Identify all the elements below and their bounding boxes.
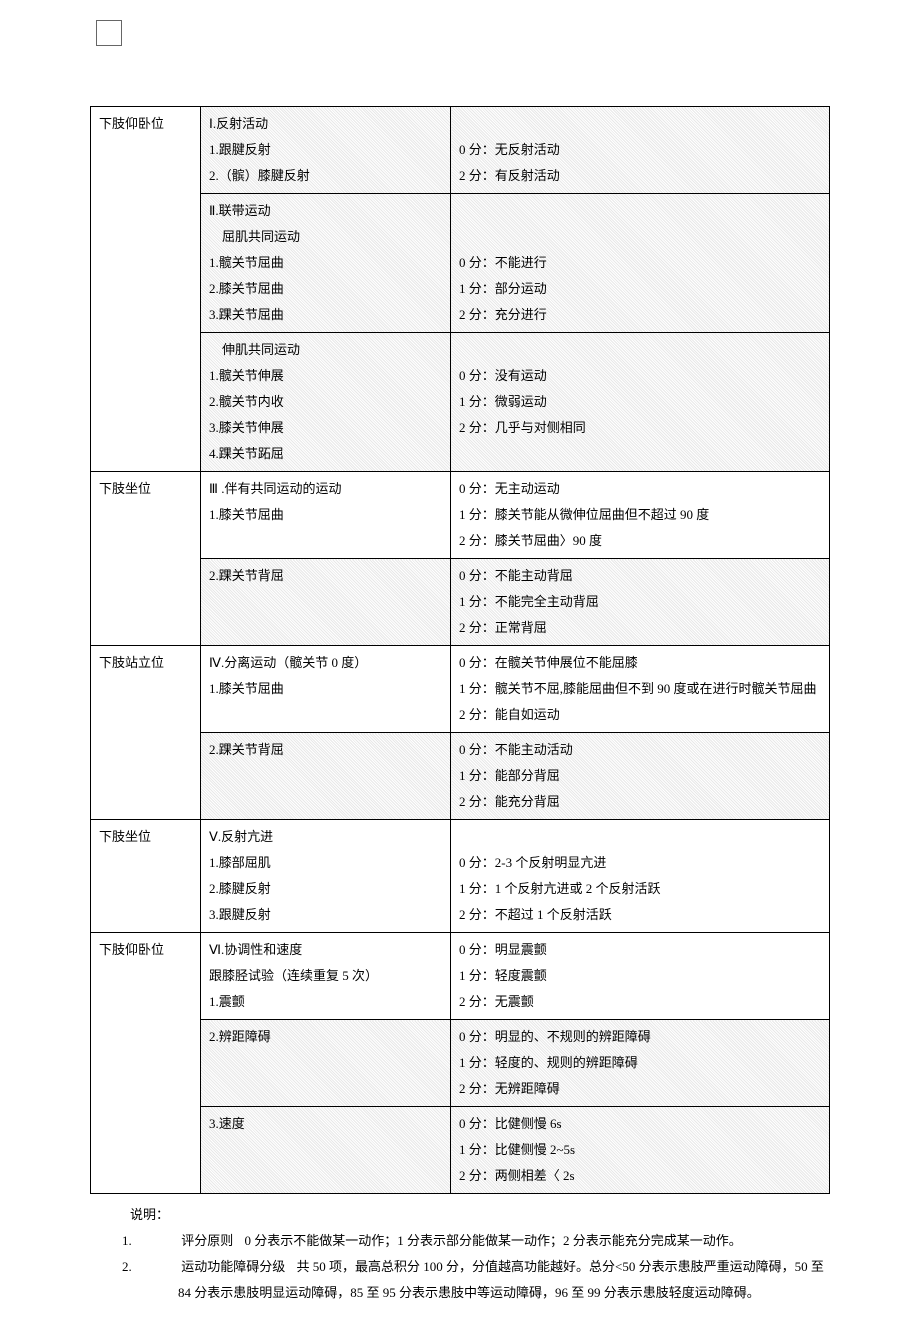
score-cell: 0 分：明显震颤1 分：轻度震颤2 分：无震颤 — [451, 933, 830, 1020]
position-cell: 下肢仰卧位 — [91, 107, 201, 472]
item-cell: Ⅵ.协调性和速度跟膝胫试验（连续重复 5 次）1.震颤 — [201, 933, 451, 1020]
note-item: 2. 运动功能障碍分级 共 50 项，最高总积分 100 分，分值越高功能越好。… — [150, 1254, 830, 1306]
notes-section: 说明： 1. 评分原则 0 分表示不能做某一动作；1 分表示部分能做某一动作；2… — [90, 1202, 830, 1306]
score-cell: 0 分：2-3 个反射明显亢进1 分：1 个反射亢进或 2 个反射活跃2 分：不… — [451, 820, 830, 933]
item-cell: Ⅴ.反射亢进1.膝部屈肌2.膝腱反射3.跟腱反射 — [201, 820, 451, 933]
note-number: 2. — [150, 1254, 178, 1280]
table-row: 下肢坐位Ⅲ .伴有共同运动的运动1.膝关节屈曲0 分：无主动运动1 分：膝关节能… — [91, 472, 830, 559]
position-cell: 下肢坐位 — [91, 820, 201, 933]
position-cell: 下肢坐位 — [91, 472, 201, 646]
position-cell: 下肢仰卧位 — [91, 933, 201, 1194]
item-cell: 伸肌共同运动1.髋关节伸展2.髋关节内收3.膝关节伸展4.踝关节跖屈 — [201, 333, 451, 472]
score-cell: 0 分：不能进行1 分：部分运动2 分：充分进行 — [451, 194, 830, 333]
score-cell: 0 分：无主动运动1 分：膝关节能从微伸位屈曲但不超过 90 度2 分：膝关节屈… — [451, 472, 830, 559]
score-cell: 0 分：明显的、不规则的辨距障碍1 分：轻度的、规则的辨距障碍2 分：无辨距障碍 — [451, 1020, 830, 1107]
score-cell: 0 分：不能主动背屈1 分：不能完全主动背屈2 分：正常背屈 — [451, 559, 830, 646]
assessment-table: 下肢仰卧位Ⅰ.反射活动1.跟腱反射2.（髌）膝腱反射 0 分：无反射活动2 分：… — [90, 106, 830, 1194]
table-row: Ⅱ.联带运动 屈肌共同运动1.髋关节屈曲2.膝关节屈曲3.踝关节屈曲 0 分：不… — [91, 194, 830, 333]
score-cell: 0 分：不能主动活动1 分：能部分背屈2 分：能充分背屈 — [451, 733, 830, 820]
table-row: 下肢仰卧位Ⅵ.协调性和速度跟膝胫试验（连续重复 5 次）1.震颤0 分：明显震颤… — [91, 933, 830, 1020]
score-cell: 0 分：无反射活动2 分：有反射活动 — [451, 107, 830, 194]
notes-list: 1. 评分原则 0 分表示不能做某一动作；1 分表示部分能做某一动作；2 分表示… — [130, 1228, 830, 1306]
table-row: 伸肌共同运动1.髋关节伸展2.髋关节内收3.膝关节伸展4.踝关节跖屈 0 分：没… — [91, 333, 830, 472]
score-cell: 0 分：没有运动1 分：微弱运动2 分：几乎与对侧相同 — [451, 333, 830, 472]
item-cell: Ⅰ.反射活动1.跟腱反射2.（髌）膝腱反射 — [201, 107, 451, 194]
score-cell: 0 分：比健侧慢 6s1 分：比健侧慢 2~5s2 分：两侧相差〈 2s — [451, 1107, 830, 1194]
table-row: 2.踝关节背屈0 分：不能主动背屈1 分：不能完全主动背屈2 分：正常背屈 — [91, 559, 830, 646]
table-row: 下肢坐位Ⅴ.反射亢进1.膝部屈肌2.膝腱反射3.跟腱反射 0 分：2-3 个反射… — [91, 820, 830, 933]
item-cell: 2.辨距障碍 — [201, 1020, 451, 1107]
note-number: 1. — [150, 1228, 178, 1254]
header-checkbox — [96, 20, 122, 46]
note-item: 1. 评分原则 0 分表示不能做某一动作；1 分表示部分能做某一动作；2 分表示… — [150, 1228, 830, 1254]
table-row: 3.速度0 分：比健侧慢 6s1 分：比健侧慢 2~5s2 分：两侧相差〈 2s — [91, 1107, 830, 1194]
item-cell: Ⅳ.分离运动（髋关节 0 度）1.膝关节屈曲 — [201, 646, 451, 733]
score-cell: 0 分：在髋关节伸展位不能屈膝1 分：髋关节不屈,膝能屈曲但不到 90 度或在进… — [451, 646, 830, 733]
note-label: 评分原则 — [181, 1233, 233, 1248]
position-cell: 下肢站立位 — [91, 646, 201, 820]
notes-title: 说明： — [130, 1202, 830, 1228]
note-label: 运动功能障碍分级 — [181, 1259, 285, 1274]
item-cell: Ⅱ.联带运动 屈肌共同运动1.髋关节屈曲2.膝关节屈曲3.踝关节屈曲 — [201, 194, 451, 333]
table-row: 2.辨距障碍0 分：明显的、不规则的辨距障碍1 分：轻度的、规则的辨距障碍2 分… — [91, 1020, 830, 1107]
item-cell: 3.速度 — [201, 1107, 451, 1194]
table-row: 2.踝关节背屈0 分：不能主动活动1 分：能部分背屈2 分：能充分背屈 — [91, 733, 830, 820]
table-row: 下肢仰卧位Ⅰ.反射活动1.跟腱反射2.（髌）膝腱反射 0 分：无反射活动2 分：… — [91, 107, 830, 194]
note-body: 0 分表示不能做某一动作；1 分表示部分能做某一动作；2 分表示能充分完成某一动… — [245, 1233, 742, 1248]
item-cell: 2.踝关节背屈 — [201, 559, 451, 646]
item-cell: 2.踝关节背屈 — [201, 733, 451, 820]
table-row: 下肢站立位Ⅳ.分离运动（髋关节 0 度）1.膝关节屈曲0 分：在髋关节伸展位不能… — [91, 646, 830, 733]
item-cell: Ⅲ .伴有共同运动的运动1.膝关节屈曲 — [201, 472, 451, 559]
